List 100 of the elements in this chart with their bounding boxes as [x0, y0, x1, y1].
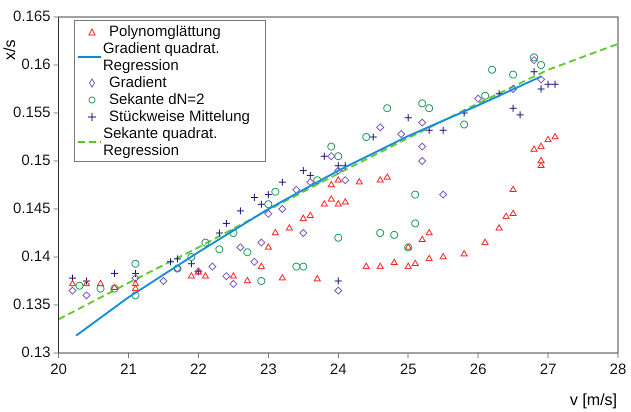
- x-axis-title: v [m/s]: [570, 392, 617, 410]
- point: [334, 200, 342, 206]
- point: [334, 152, 342, 160]
- point: [278, 205, 286, 213]
- point: [482, 238, 489, 245]
- point: [229, 229, 238, 237]
- x-tick-label: 24: [330, 361, 347, 378]
- point: [76, 282, 84, 290]
- point: [314, 275, 321, 282]
- point: [362, 262, 370, 269]
- point: [334, 234, 342, 242]
- point: [509, 70, 518, 79]
- y-axis-title: x/s: [2, 40, 20, 60]
- point: [418, 157, 426, 165]
- point: [278, 274, 286, 280]
- point: [243, 248, 252, 256]
- point: [132, 280, 139, 286]
- point: [236, 243, 244, 252]
- line-series: [58, 42, 618, 320]
- legend-label: Sekante quadrat. Regression: [103, 125, 218, 159]
- x-tick-label: 26: [470, 361, 486, 378]
- point: [440, 253, 447, 260]
- point: [257, 200, 266, 208]
- point: [201, 238, 210, 247]
- point: [341, 176, 350, 184]
- point: [68, 280, 76, 286]
- point: [292, 262, 300, 271]
- point: [257, 238, 266, 247]
- y-tick-label: 0.16: [21, 56, 51, 74]
- point: [411, 190, 420, 199]
- point: [215, 229, 224, 237]
- y-tick-label: 0.14: [21, 248, 51, 266]
- point: [356, 178, 363, 184]
- legend-label: Gradient quadrat. Regression: [102, 40, 221, 74]
- legend-label: Gradient: [109, 74, 167, 91]
- point: [328, 181, 335, 188]
- point: [418, 142, 426, 151]
- point: [516, 110, 524, 119]
- point: [320, 152, 328, 160]
- point: [264, 210, 272, 218]
- point: [222, 219, 230, 228]
- point: [544, 80, 552, 88]
- point: [244, 277, 251, 284]
- point: [418, 99, 426, 108]
- point: [334, 286, 342, 295]
- point: [278, 178, 286, 186]
- point: [369, 133, 378, 141]
- point: [229, 280, 238, 288]
- x-tick-label: 25: [400, 361, 417, 378]
- legend-label: Stückweise Mittelung: [109, 108, 250, 125]
- point: [397, 130, 406, 138]
- point: [110, 284, 118, 293]
- point: [306, 212, 314, 218]
- point: [187, 260, 196, 268]
- point: [327, 142, 336, 151]
- point: [390, 230, 398, 239]
- point: [404, 114, 412, 122]
- point: [131, 269, 140, 278]
- x-tick-label: 23: [260, 361, 277, 378]
- point: [334, 176, 342, 182]
- point: [271, 188, 280, 196]
- point: [439, 190, 448, 199]
- point: [131, 274, 140, 282]
- point: [250, 193, 258, 202]
- point: [320, 200, 328, 206]
- point: [299, 166, 308, 175]
- point: [411, 219, 420, 228]
- point: [418, 118, 426, 127]
- point: [530, 56, 538, 64]
- point: [166, 258, 174, 266]
- point: [202, 272, 209, 278]
- point: [342, 198, 349, 205]
- point: [552, 133, 559, 140]
- point: [530, 53, 538, 62]
- point: [460, 250, 468, 256]
- point: [334, 166, 342, 175]
- point: [509, 85, 518, 93]
- point: [299, 229, 308, 237]
- point: [328, 195, 335, 202]
- point: [250, 258, 258, 266]
- point: [510, 186, 517, 192]
- point: [286, 224, 293, 230]
- point: [426, 229, 433, 236]
- point: [334, 277, 342, 285]
- x-tick-label: 27: [540, 361, 556, 378]
- x-tick-label: 20: [50, 361, 67, 378]
- point: [412, 260, 419, 266]
- point: [306, 178, 314, 186]
- point: [376, 262, 384, 269]
- point: [538, 142, 545, 149]
- point: [384, 173, 391, 180]
- point: [481, 92, 490, 100]
- point: [439, 126, 448, 134]
- point: [264, 200, 272, 208]
- point: [425, 104, 434, 112]
- point: [257, 277, 266, 285]
- point: [530, 68, 538, 76]
- point: [376, 123, 384, 132]
- point: [173, 254, 182, 263]
- y-tick-label: 0.145: [12, 200, 51, 218]
